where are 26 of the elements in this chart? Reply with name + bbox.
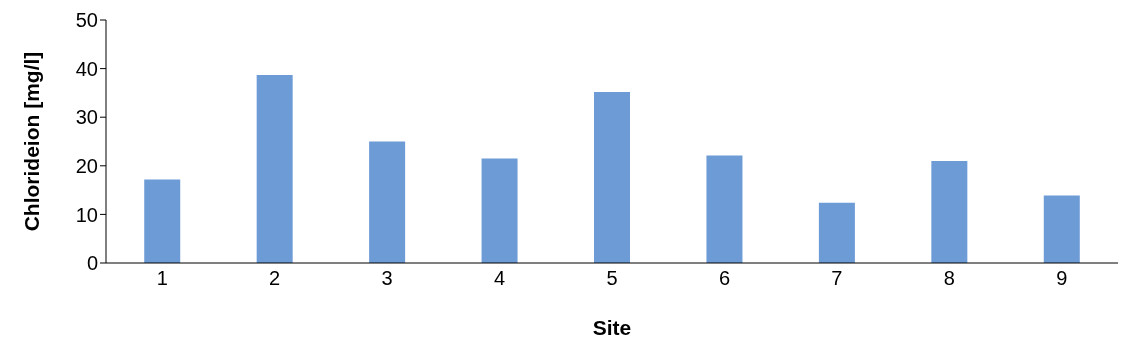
bar (481, 158, 518, 263)
x-tick-label: 6 (718, 267, 731, 290)
x-tick-label: 4 (493, 267, 506, 290)
x-tick-label: 7 (831, 267, 843, 290)
y-tick-label: 30 (75, 106, 98, 129)
y-tick-label: 40 (75, 57, 98, 80)
x-axis-title: Site (592, 316, 632, 339)
y-tick-label: 0 (86, 252, 98, 275)
bar (369, 141, 406, 263)
bar (931, 160, 968, 263)
x-tick-label: 8 (943, 267, 955, 290)
bar (594, 91, 631, 263)
y-tick-label: 50 (75, 9, 98, 32)
x-tick-label: 3 (381, 267, 393, 290)
bar (706, 155, 743, 263)
bar (144, 179, 181, 263)
y-tick-label: 20 (75, 154, 98, 177)
x-tick-label: 1 (156, 267, 168, 290)
x-tick-label: 5 (606, 267, 618, 290)
bar (818, 202, 855, 263)
bar (256, 74, 293, 263)
y-tick-label: 10 (75, 203, 98, 226)
x-tick-label: 2 (269, 267, 281, 290)
y-axis-title: Chlorideion [mg/l] (20, 51, 44, 232)
x-tick-label: 9 (1056, 267, 1068, 290)
bar (1043, 195, 1080, 263)
